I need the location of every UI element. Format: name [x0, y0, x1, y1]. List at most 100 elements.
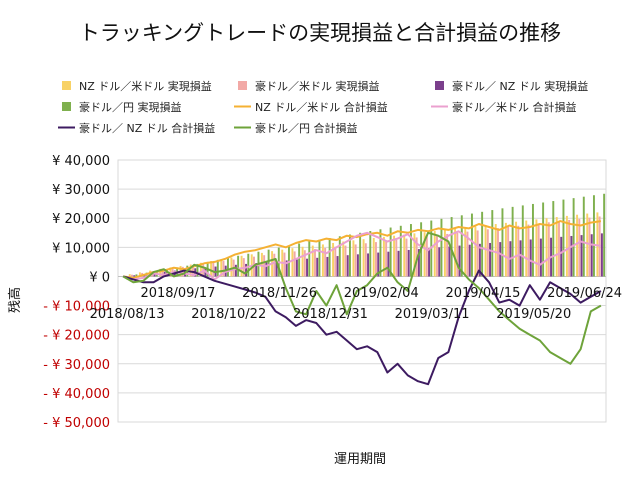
- bar: [226, 257, 229, 277]
- y-tick-label: ¥ 0: [89, 270, 110, 285]
- y-tick-label: - ¥ 30,000: [43, 358, 110, 373]
- bar: [494, 224, 497, 277]
- y-tick-label: ¥ 30,000: [52, 183, 110, 198]
- bar: [316, 257, 319, 277]
- bar: [531, 203, 534, 277]
- bar: [405, 238, 408, 277]
- gridlines: [117, 159, 607, 423]
- legend-swatch: [435, 81, 444, 90]
- bar: [535, 219, 538, 277]
- bar: [212, 262, 215, 277]
- bar: [342, 241, 345, 277]
- bar: [460, 215, 463, 277]
- bar: [260, 252, 263, 277]
- bar: [547, 222, 550, 277]
- bar: [131, 274, 133, 277]
- bar: [537, 223, 540, 277]
- bar: [504, 222, 507, 277]
- bar: [326, 256, 329, 277]
- bar: [464, 227, 467, 277]
- bar: [590, 234, 593, 277]
- y-tick-label: - ¥ 40,000: [43, 387, 110, 402]
- bar: [470, 213, 473, 277]
- bar: [321, 244, 324, 277]
- bar: [395, 239, 398, 277]
- bar: [240, 255, 243, 277]
- bar: [552, 201, 555, 277]
- bar: [407, 249, 410, 277]
- bar: [348, 234, 351, 277]
- legend-label: 豪ドル／円 実現損益: [79, 100, 182, 114]
- bar: [499, 242, 502, 277]
- bar: [216, 259, 219, 277]
- bar: [529, 239, 532, 277]
- bar: [336, 256, 339, 277]
- bar: [334, 246, 337, 277]
- x-tick-label: 2018/12/31: [293, 307, 368, 322]
- legend: NZ ドル／米ドル 実現損益 豪ドル／米ドル 実現損益 豪ドル／ NZ ドル 実現損…: [58, 79, 588, 135]
- bar: [301, 246, 304, 277]
- y-tick-label: - ¥ 50,000: [43, 416, 110, 431]
- y-tick-label: ¥ 20,000: [52, 212, 110, 227]
- bar: [375, 242, 377, 277]
- bar: [443, 229, 446, 277]
- bar: [308, 241, 311, 277]
- legend-swatch: [62, 102, 71, 111]
- bar: [237, 255, 240, 277]
- bar: [352, 240, 355, 277]
- y-tick-label: ¥ 40,000: [52, 154, 110, 169]
- bar: [446, 233, 449, 277]
- bar: [580, 235, 583, 277]
- bar: [161, 269, 164, 277]
- plot-border: [117, 159, 607, 423]
- chart-title: トラッキングトレードの実現損益と合計損益の推移: [79, 21, 561, 45]
- bar: [489, 242, 492, 277]
- x-tick-label: 2019/03/11: [395, 307, 470, 322]
- bar: [135, 274, 138, 277]
- bar: [379, 229, 382, 277]
- bar: [478, 243, 481, 277]
- legend-label: 豪ドル／米ドル 合計損益: [452, 100, 577, 114]
- bar: [560, 236, 563, 277]
- bar: [247, 253, 250, 277]
- bar: [555, 217, 558, 277]
- bar: [456, 232, 459, 277]
- bar: [582, 196, 585, 277]
- bar: [291, 248, 294, 277]
- x-tick-label: 2018/10/22: [191, 307, 266, 322]
- bar: [222, 261, 225, 277]
- bar: [344, 245, 347, 277]
- bar: [265, 262, 268, 277]
- bar: [525, 220, 528, 277]
- bar: [387, 251, 390, 277]
- bar: [481, 211, 484, 277]
- x-axis-label: 運用期間: [334, 452, 386, 467]
- bar: [592, 195, 595, 277]
- x-tick-label: 2018/11/26: [242, 286, 317, 301]
- bar: [234, 264, 237, 277]
- x-tick-label: 2019/05/20: [496, 307, 571, 322]
- y-axis-label: 残高: [7, 287, 23, 313]
- bar: [346, 255, 349, 277]
- y-axis: ¥ 40,000 ¥ 30,000 ¥ 20,000 ¥ 10,000 ¥ 0 - ¥ 1…: [43, 154, 110, 431]
- bar: [267, 249, 270, 277]
- bar: [603, 193, 606, 277]
- bar: [133, 275, 136, 277]
- bar: [486, 229, 489, 277]
- bar: [189, 264, 192, 277]
- bar: [382, 236, 385, 277]
- bar: [600, 233, 603, 277]
- bar: [450, 217, 453, 277]
- bar: [586, 213, 589, 277]
- bar: [159, 268, 162, 277]
- bar: [318, 239, 321, 277]
- bar: [440, 218, 443, 277]
- x-tick-label: 2018/08/13: [90, 307, 165, 322]
- legend-swatch: [62, 81, 71, 90]
- series-line: [122, 220, 602, 279]
- bar: [311, 245, 314, 277]
- series-line: [122, 231, 602, 365]
- bar: [409, 224, 412, 277]
- line-series: [122, 220, 602, 386]
- legend-label: NZ ドル／米ドル 合計損益: [255, 100, 388, 114]
